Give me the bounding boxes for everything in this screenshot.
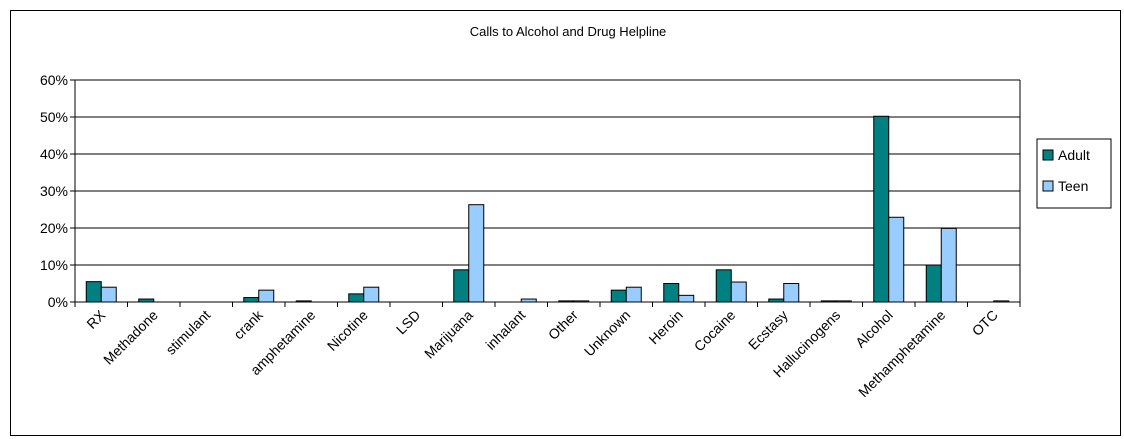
bar-adult — [453, 269, 470, 303]
x-tick-label: RX — [83, 306, 109, 332]
y-tick-label: 60% — [40, 72, 68, 88]
y-tick-label: 30% — [40, 183, 68, 199]
bar-adult — [243, 297, 260, 303]
bar-adult — [85, 281, 102, 303]
x-tick-label: crank — [230, 306, 266, 342]
x-tick-label: OTC — [969, 307, 1001, 339]
bar-adult — [610, 289, 627, 303]
y-tick-label: 20% — [40, 220, 68, 236]
x-tick-label: Other — [545, 307, 581, 343]
y-tick-label: 40% — [40, 146, 68, 162]
x-tick-label: Heroin — [645, 307, 685, 347]
bar-teen — [888, 216, 905, 303]
x-tick-label: LSD — [393, 307, 424, 338]
bar-adult — [925, 264, 942, 303]
x-tick-label: Unknown — [581, 307, 634, 360]
y-axis-ticks: 0% 10% 20% 30% 40% 50% 60% — [40, 72, 75, 310]
x-tick-label: stimulant — [162, 307, 213, 358]
bar-teen — [940, 227, 957, 303]
legend-label-adult: Adult — [1058, 147, 1090, 163]
bar-adult — [348, 293, 365, 303]
bar-adult — [873, 115, 890, 303]
x-tick-label: Alcohol — [852, 307, 896, 351]
legend-label-teen: Teen — [1058, 178, 1088, 194]
bars — [85, 115, 1010, 303]
chart-frame — [10, 10, 1121, 436]
x-tick-label: Methadone — [100, 307, 161, 368]
x-tick-label: Nicotine — [324, 307, 371, 354]
bar-teen — [258, 289, 275, 303]
x-tick-label: Marijuana — [421, 307, 476, 362]
x-tick-label: inhalant — [482, 307, 528, 353]
y-tick-label: 10% — [40, 257, 68, 273]
bar-teen — [783, 283, 800, 303]
bar-teen — [100, 286, 117, 303]
bar-teen — [468, 204, 485, 303]
bar-teen — [678, 294, 695, 303]
x-tick-label: Methamphetamine — [855, 307, 948, 400]
y-tick-label: 0% — [48, 294, 68, 310]
chart-title: Calls to Alcohol and Drug Helpline — [470, 24, 667, 39]
legend-swatch-adult — [1042, 149, 1054, 161]
y-tick-label: 50% — [40, 109, 68, 125]
x-tick-label: Ecstasy — [745, 307, 791, 353]
bar-teen — [625, 286, 642, 303]
bar-adult — [715, 269, 732, 303]
bar-teen — [730, 281, 747, 303]
legend-swatch-teen — [1042, 180, 1054, 192]
x-tick-label: Cocaine — [691, 307, 739, 355]
legend: Adult Teen — [1036, 138, 1112, 209]
bar-adult — [663, 283, 680, 303]
bar-teen — [363, 286, 380, 303]
